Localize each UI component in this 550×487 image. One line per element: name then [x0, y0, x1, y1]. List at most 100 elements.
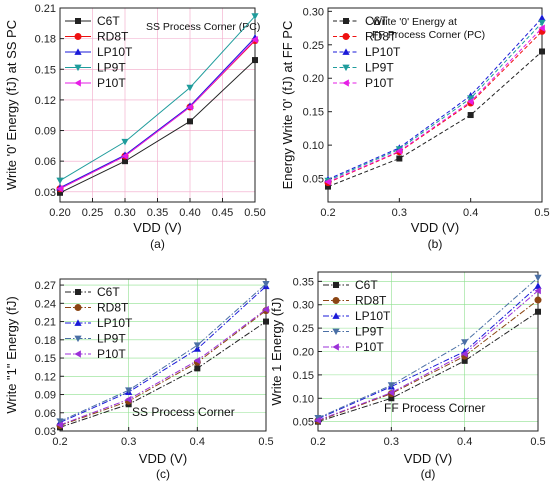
- legend-item-c6t: C6T: [65, 285, 120, 299]
- legend-label: C6T: [355, 278, 378, 292]
- y-tick-label: 0.03: [35, 187, 56, 199]
- y-tick-label: 0.06: [35, 408, 56, 420]
- legend-item-rd8t: RD8T: [333, 30, 397, 44]
- x-tick-label: 0.4: [457, 436, 472, 448]
- y-tick-label: 0.12: [35, 95, 56, 107]
- data-point-c6t: [396, 155, 403, 162]
- data-point-c6t: [263, 318, 269, 325]
- legend-label: LP9T: [97, 332, 126, 346]
- data-point-p10t: [324, 178, 331, 186]
- legend-marker: [333, 282, 339, 288]
- data-point-lp9t: [534, 274, 542, 282]
- y-tick-label: 0.27: [35, 280, 56, 292]
- data-point-p10t: [395, 147, 403, 155]
- series-line-rd8t: [59, 310, 267, 426]
- chart-panel-c: 0.03 0.06 0.09 0.12 0.15 0.18 0.21 0.24 0.27 0.2 0…: [4, 278, 274, 481]
- legend-label: RD8T: [97, 301, 129, 315]
- data-point-lp9t: [56, 418, 64, 425]
- legend-label: P10T: [97, 76, 126, 90]
- data-point-p10t: [121, 152, 128, 160]
- x-tick-label: 0.2: [310, 436, 325, 448]
- legend-label: RD8T: [365, 30, 397, 44]
- legend-label: LP10T: [365, 45, 401, 59]
- y-tick-label: 0.21: [35, 3, 56, 15]
- legend-item-lp9t: LP9T: [323, 325, 384, 339]
- series-p10t: [324, 24, 545, 186]
- y-tick-label: 0.24: [35, 298, 56, 310]
- data-point-lp9t: [467, 95, 475, 102]
- series-line-c6t: [317, 311, 539, 423]
- legend-item-rd8t: RD8T: [65, 30, 129, 44]
- data-point-lp9t: [251, 13, 259, 20]
- y-tick-label: 0.09: [35, 390, 56, 402]
- legend-item-c6t: C6T: [65, 14, 120, 28]
- legend-marker: [75, 289, 81, 295]
- chart-title: FF Process Corner: [384, 401, 485, 415]
- y-tick-label: 0.25: [303, 40, 324, 52]
- chart-panel-b: 0.05 0.10 0.15 0.20 0.25 0.30 0.2 0.3 0.4 0.5 VDD …: [280, 6, 550, 251]
- x-axis-label: VDD (V): [133, 220, 181, 235]
- legend-item-p10t: P10T: [65, 76, 126, 90]
- data-point-lp9t: [461, 339, 469, 346]
- panel-label: (b): [428, 237, 443, 251]
- series-line-rd8t: [317, 299, 539, 422]
- series-line-lp10t: [59, 285, 267, 423]
- legend-label: P10T: [365, 76, 394, 90]
- x-tick-label: 0.30: [114, 207, 135, 219]
- y-tick-label: 0.18: [35, 34, 56, 46]
- data-point-lp9t: [186, 84, 194, 92]
- legend-marker: [74, 319, 82, 326]
- x-tick-label: 0.3: [384, 436, 399, 448]
- series-p10t: [314, 287, 541, 424]
- data-point-rd8t: [534, 296, 542, 304]
- legend-marker: [74, 48, 82, 55]
- chart-title: Write '0' Energy at FF Process Corner (PC…: [372, 16, 485, 41]
- data-point-p10t: [125, 395, 132, 403]
- data-point-lp10t: [538, 14, 546, 21]
- series-line-lp10t: [317, 285, 539, 420]
- legend-item-p10t: P10T: [323, 340, 384, 354]
- legend-label: RD8T: [97, 30, 129, 44]
- chart-panel-a: 0.03 0.06 0.09 0.12 0.15 0.18 0.21 0.20 0.25 0.30…: [4, 3, 266, 251]
- legend-marker: [342, 48, 350, 55]
- legend-marker: [342, 64, 350, 72]
- data-point-p10t: [186, 103, 193, 111]
- x-axis-label: VDD (V): [139, 451, 187, 466]
- x-tick-label: 0.2: [320, 207, 335, 219]
- legend-marker: [74, 33, 82, 40]
- y-axis-label: Write 1 Energy (fJ): [269, 297, 284, 405]
- y-tick-label: 0.03: [35, 426, 56, 438]
- data-point-lp9t: [125, 387, 133, 394]
- legend-label: C6T: [97, 285, 120, 299]
- data-point-c6t: [187, 118, 193, 125]
- chart-title-line-1: Write '0' Energy at: [372, 16, 457, 28]
- legend-marker: [74, 335, 82, 343]
- legend-label: LP9T: [355, 325, 384, 339]
- y-tick-label: 0.20: [293, 347, 314, 359]
- panel-label: (a): [150, 237, 165, 251]
- legend-item-lp10t: LP10T: [65, 45, 133, 59]
- y-tick-label: 0.10: [303, 140, 324, 152]
- series-line-lp10t: [59, 37, 256, 189]
- data-point-lp9t: [387, 382, 395, 389]
- y-tick-label: 0.25: [293, 323, 314, 335]
- y-tick-label: 0.06: [35, 156, 56, 168]
- data-point-lp9t: [538, 19, 546, 27]
- legend-item-lp10t: LP10T: [65, 316, 133, 330]
- x-tick-label: 0.45: [212, 207, 233, 219]
- x-tick-label: 0.4: [190, 436, 205, 448]
- data-point-p10t: [193, 356, 201, 365]
- x-tick-label: 0.40: [179, 207, 200, 219]
- data-point-lp9t: [193, 342, 201, 349]
- plot-frame: [327, 7, 543, 203]
- panel-label: (c): [156, 467, 170, 481]
- panel-label: (d): [421, 467, 436, 481]
- data-point-c6t: [325, 183, 331, 190]
- data-point-p10t: [538, 24, 545, 32]
- legend-label: LP10T: [355, 309, 391, 323]
- y-tick-label: 0.15: [303, 107, 324, 119]
- x-tick-label: 0.5: [530, 436, 545, 448]
- series-line-rd8t: [327, 31, 543, 184]
- chart-title-line-2: FF Process Corner (PC): [372, 29, 485, 41]
- series-p10t: [56, 36, 258, 193]
